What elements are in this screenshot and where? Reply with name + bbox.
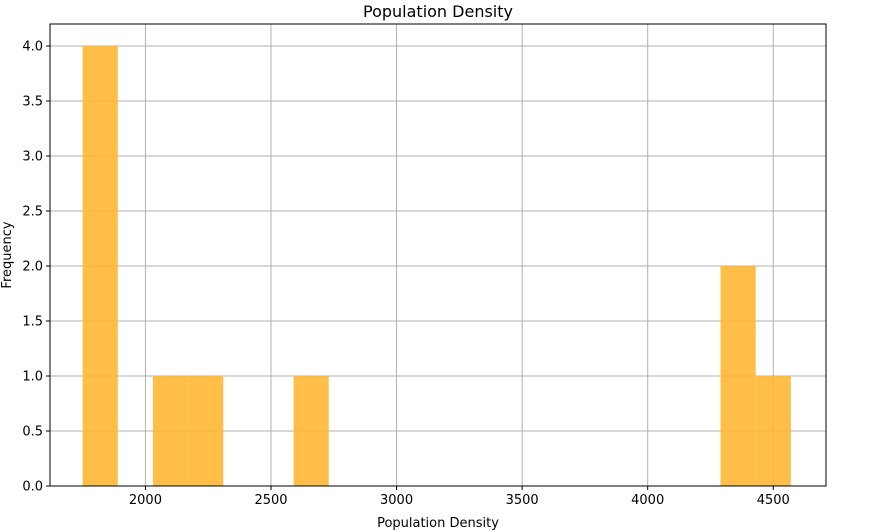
y-axis-ticks: 0.0 0.5 1.0 1.5 2.0 2.5 3.0 3.5 4.0 xyxy=(22,40,50,495)
y-tick-label: 3.0 xyxy=(22,150,43,165)
histogram-bar xyxy=(188,376,224,486)
y-tick-label: 2.0 xyxy=(22,260,43,275)
plot-frame xyxy=(49,23,827,487)
chart-title: Population Density xyxy=(363,2,513,21)
y-tick-label: 0.5 xyxy=(22,425,43,440)
x-tick-label: 3000 xyxy=(380,493,413,508)
histogram-bar xyxy=(152,376,189,486)
x-axis-ticks: 2000 2500 3000 3500 4000 4500 xyxy=(129,486,790,508)
y-tick-label: 0.0 xyxy=(22,480,43,495)
histogram-bars xyxy=(82,46,791,486)
y-tick-label: 1.5 xyxy=(22,315,43,330)
grid-lines xyxy=(50,24,826,487)
y-tick-label: 3.5 xyxy=(22,95,43,110)
histogram-bar xyxy=(755,376,791,486)
y-tick-label: 2.5 xyxy=(22,205,43,220)
y-tick-label: 4.0 xyxy=(22,40,43,55)
x-tick-label: 4500 xyxy=(757,493,790,508)
x-tick-label: 2500 xyxy=(254,493,287,508)
y-tick-label: 1.0 xyxy=(22,370,43,385)
histogram-bar xyxy=(293,376,329,486)
x-tick-label: 4000 xyxy=(631,493,664,508)
histogram-bar xyxy=(82,46,118,486)
x-tick-label: 3500 xyxy=(506,493,539,508)
x-axis-label: Population Density xyxy=(377,516,499,531)
histogram-bar xyxy=(720,266,756,486)
x-tick-label: 2000 xyxy=(129,493,162,508)
y-axis-label: Frequency xyxy=(0,221,15,288)
